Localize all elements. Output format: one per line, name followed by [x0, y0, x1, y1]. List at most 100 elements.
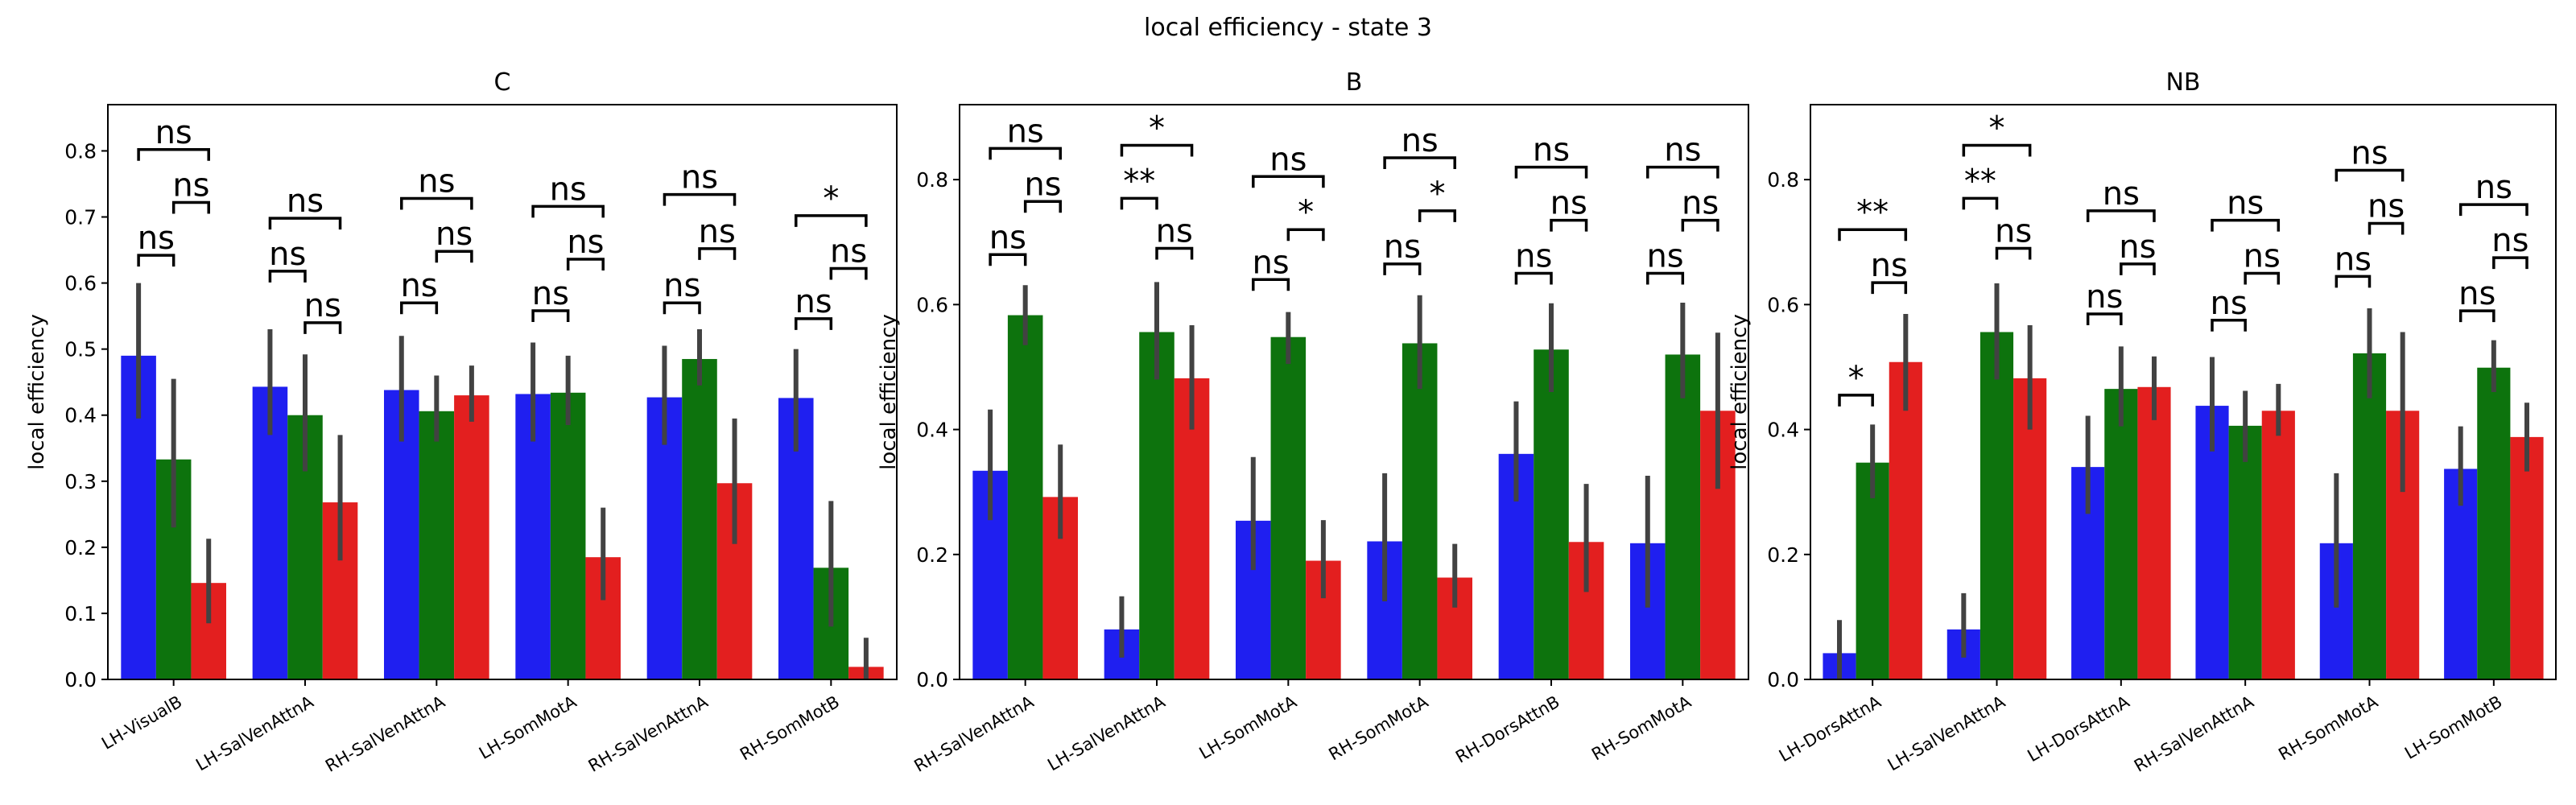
y-tick-label: 0.7: [64, 206, 97, 229]
significance-label: *: [1429, 175, 1445, 213]
significance-bracket: [268, 270, 307, 283]
bar: [682, 358, 717, 679]
y-tick-label: 0.6: [916, 293, 948, 316]
significance-label: ns: [287, 183, 324, 220]
significance-bracket: [1681, 218, 1719, 232]
significance-bracket: [566, 258, 605, 271]
x-tick-label: LH-SomMotA: [1196, 691, 1301, 763]
significance-bracket: [2211, 218, 2281, 232]
significance-bracket: [989, 147, 1062, 160]
significance-label: ns: [1402, 122, 1439, 159]
significance-label: ns: [138, 220, 175, 257]
significance-bracket: [1550, 218, 1588, 232]
bar: [2510, 436, 2544, 679]
significance-bracket: [137, 254, 175, 267]
significance-label: ns: [550, 171, 587, 208]
significance-bracket: [2492, 256, 2529, 270]
significance-label: ns: [269, 236, 306, 273]
significance-label: ns: [2103, 175, 2140, 213]
significance-label: ns: [1871, 247, 1908, 284]
significance-label: ns: [681, 159, 718, 196]
bar: [1139, 332, 1174, 679]
bar: [1270, 336, 1307, 679]
significance-label: ns: [1533, 132, 1570, 169]
y-tick-label: 0.0: [1767, 668, 1799, 691]
significance-bracket: [1995, 246, 2032, 260]
significance-label: ns: [1156, 213, 1193, 250]
significance-bracket: [2334, 168, 2405, 182]
significance-label: ns: [830, 233, 867, 270]
y-tick-label: 0.5: [64, 338, 97, 361]
bar: [550, 392, 586, 679]
panel-title: NB: [2165, 68, 2200, 97]
bar: [1889, 361, 1922, 679]
significance-bracket: [698, 247, 737, 260]
significance-label: ns: [1384, 229, 1421, 266]
y-tick-label: 0.4: [64, 404, 97, 427]
significance-bracket: [663, 301, 701, 315]
x-tick-label: LH-DorsAttnA: [1776, 691, 1885, 766]
bar: [1402, 343, 1438, 679]
significance-label: ns: [1252, 244, 1289, 281]
x-tick-label: LH-SalVenAttnA: [1885, 691, 2009, 774]
significance-bracket: [2368, 221, 2405, 235]
significance-label: ns: [2475, 169, 2512, 206]
significance-label: ns: [989, 219, 1026, 256]
bar: [1665, 354, 1701, 679]
significance-bracket: [1871, 281, 1908, 295]
significance-label: ns: [532, 275, 569, 312]
significance-bracket: [2334, 275, 2372, 288]
significance-bracket: [2244, 271, 2281, 285]
significance-bracket: [1120, 196, 1158, 210]
significance-label: ns: [2491, 222, 2529, 259]
y-tick-label: 0.0: [64, 668, 97, 691]
panel-nb: NB local efficiency 0.0 0.2 0.4 0.6 0.8 LH-Dors…: [1728, 68, 2557, 776]
significance-label: ns: [663, 267, 700, 304]
significance-bracket: [2458, 309, 2496, 323]
significance-bracket: [989, 253, 1027, 266]
bar: [2477, 367, 2511, 679]
significance-bracket: [531, 204, 605, 218]
significance-label: *: [1149, 109, 1165, 147]
significance-label: ns: [1646, 238, 1683, 275]
significance-bracket: [1962, 196, 1999, 210]
y-tick-label: 0.2: [916, 543, 948, 567]
bar: [2261, 411, 2295, 679]
significance-bracket: [1962, 143, 2032, 157]
significance-label: ns: [2086, 279, 2123, 316]
significance-label: ns: [2244, 238, 2281, 275]
significance-label: ns: [1682, 185, 1719, 222]
y-tick-label: 0.0: [916, 668, 948, 691]
significance-bracket: [1514, 271, 1553, 285]
significance-label: ns: [2334, 241, 2372, 278]
significance-label: ns: [1007, 113, 1044, 150]
significance-label: *: [1989, 109, 2005, 147]
significance-label: ns: [567, 224, 604, 261]
significance-bracket: [400, 196, 473, 210]
bar: [419, 411, 455, 679]
axes-frame: [959, 104, 1749, 680]
y-axis-label: local efficiency: [1728, 314, 1752, 470]
y-tick-label: 0.6: [1767, 293, 1799, 316]
significance-bracket: [1838, 228, 1908, 242]
significance-bracket: [137, 148, 210, 161]
significance-bracket: [795, 214, 868, 227]
y-tick-label: 0.2: [64, 536, 97, 559]
significance-bracket: [1514, 165, 1588, 179]
significance-label: *: [1848, 360, 1864, 397]
significance-bracket: [435, 250, 473, 263]
significance-label: **: [1123, 163, 1155, 200]
bar: [2228, 425, 2262, 679]
significance-label: ns: [1550, 185, 1587, 222]
significance-bracket: [1023, 200, 1062, 213]
significance-label: ns: [172, 167, 209, 204]
significance-bracket: [1838, 394, 1874, 407]
x-tick-label: RH-SomMotA: [2275, 691, 2381, 764]
x-tick-label: RH-SalVenAttnA: [2131, 691, 2257, 776]
figure-title: local efficiency - state 3: [1144, 14, 1432, 42]
significance-bracket: [1155, 246, 1194, 260]
significance-label: ns: [2351, 134, 2388, 171]
significance-label: ns: [699, 213, 736, 250]
